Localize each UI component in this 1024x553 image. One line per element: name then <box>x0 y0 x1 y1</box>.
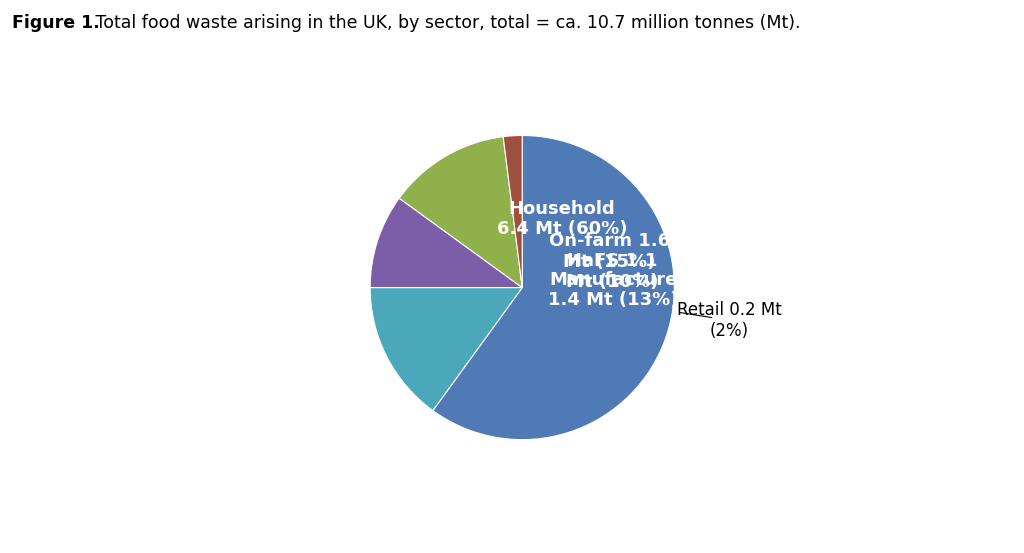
Wedge shape <box>370 288 522 410</box>
Text: Retail 0.2 Mt
(2%): Retail 0.2 Mt (2%) <box>677 301 782 340</box>
Text: HaFS 1.1
Mt (10%): HaFS 1.1 Mt (10%) <box>566 252 658 291</box>
Text: On-farm 1.6
Mt (15%): On-farm 1.6 Mt (15%) <box>549 232 670 271</box>
Text: Figure 1.: Figure 1. <box>12 14 100 32</box>
Text: Total food waste arising in the UK, by sector, total = ca. 10.7 million tonnes (: Total food waste arising in the UK, by s… <box>90 14 801 32</box>
Text: Household
6.4 Mt (60%): Household 6.4 Mt (60%) <box>497 200 627 238</box>
Wedge shape <box>503 135 522 288</box>
Wedge shape <box>370 198 522 288</box>
Text: Manufacture
1.4 Mt (13%): Manufacture 1.4 Mt (13%) <box>548 270 679 309</box>
Wedge shape <box>399 137 522 288</box>
Wedge shape <box>433 135 675 440</box>
